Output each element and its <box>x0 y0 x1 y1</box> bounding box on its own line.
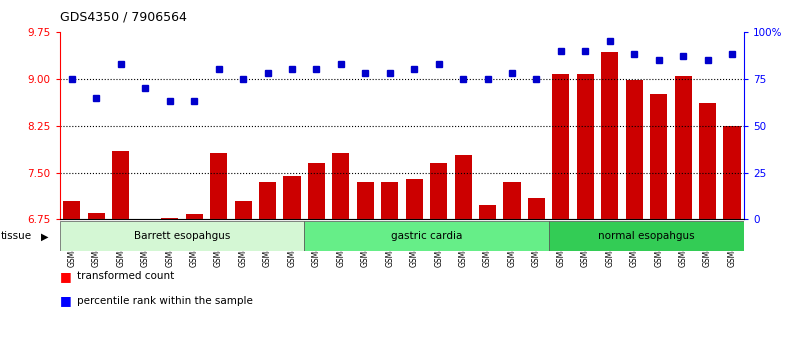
Bar <box>552 74 569 219</box>
Bar <box>308 163 325 219</box>
Bar <box>235 201 252 219</box>
Bar <box>601 52 618 219</box>
Bar <box>88 213 105 219</box>
Bar <box>283 176 301 219</box>
Bar <box>528 198 545 219</box>
Text: Barrett esopahgus: Barrett esopahgus <box>134 231 230 241</box>
Bar <box>503 182 521 219</box>
Bar <box>577 74 594 219</box>
Text: transformed count: transformed count <box>77 271 174 281</box>
Bar <box>161 218 178 219</box>
Text: ▶: ▶ <box>41 231 49 241</box>
Bar <box>60 221 304 251</box>
Bar <box>185 215 203 219</box>
Bar <box>332 153 349 219</box>
Bar <box>381 182 398 219</box>
Bar <box>626 80 643 219</box>
Text: normal esopahgus: normal esopahgus <box>598 231 695 241</box>
Text: gastric cardia: gastric cardia <box>391 231 462 241</box>
Bar <box>406 179 423 219</box>
Bar <box>699 103 716 219</box>
Bar <box>210 153 227 219</box>
Bar <box>724 126 740 219</box>
Bar <box>548 221 744 251</box>
Text: ■: ■ <box>60 295 72 307</box>
Text: ■: ■ <box>60 270 72 282</box>
Bar <box>479 205 496 219</box>
Bar <box>430 163 447 219</box>
Bar <box>304 221 548 251</box>
Text: percentile rank within the sample: percentile rank within the sample <box>77 296 253 306</box>
Text: tissue: tissue <box>1 231 32 241</box>
Bar <box>455 155 472 219</box>
Bar <box>259 182 276 219</box>
Text: GDS4350 / 7906564: GDS4350 / 7906564 <box>60 11 186 24</box>
Bar <box>357 182 374 219</box>
Bar <box>674 76 692 219</box>
Bar <box>64 201 80 219</box>
Bar <box>112 151 130 219</box>
Bar <box>650 95 667 219</box>
